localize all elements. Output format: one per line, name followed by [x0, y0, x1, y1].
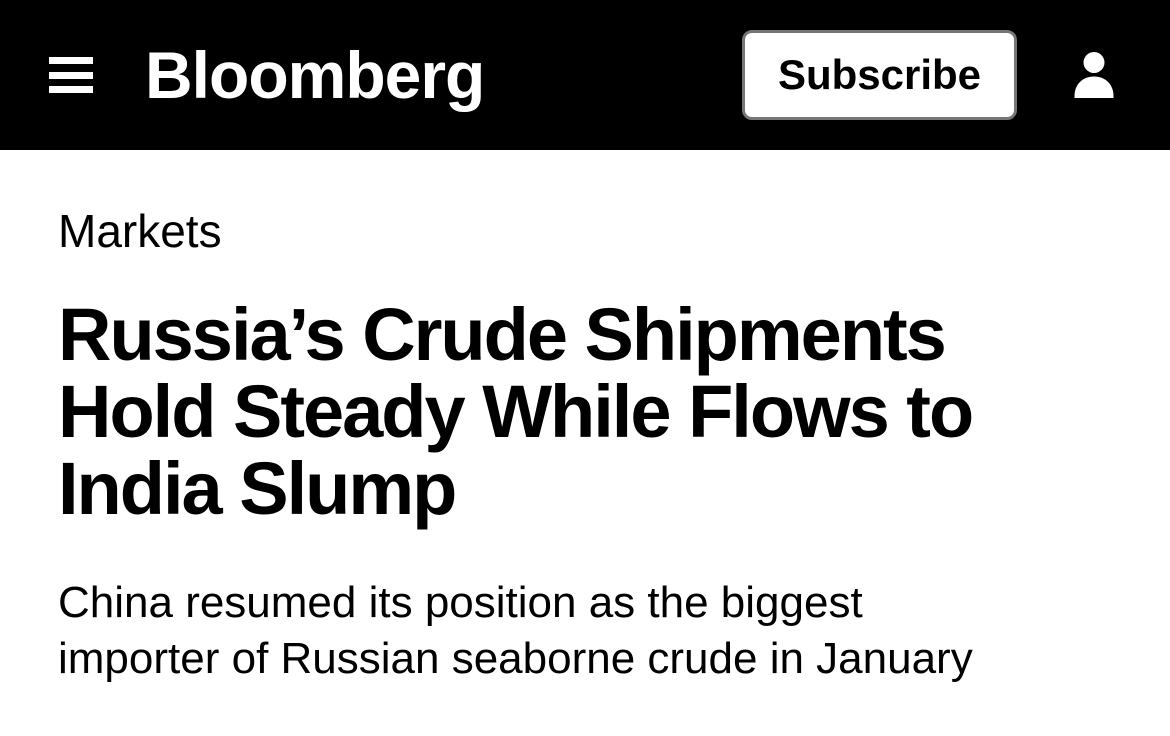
top-navigation-bar: Bloomberg Subscribe: [0, 0, 1170, 150]
article-dek: China resumed its position as the bigges…: [58, 575, 1130, 687]
person-icon: [1074, 52, 1114, 98]
headline-line-1: Russia’s Crude Shipments: [58, 293, 947, 376]
bloomberg-logo[interactable]: Bloomberg: [145, 38, 485, 112]
article-headline: Russia’s Crude Shipments Hold Steady Whi…: [58, 296, 1130, 527]
hamburger-menu-button[interactable]: [49, 57, 93, 93]
account-button[interactable]: [1072, 52, 1116, 98]
headline-line-3: India Slump: [58, 447, 457, 530]
hamburger-menu-icon: [49, 57, 93, 64]
headline-line-2: Hold Steady While Flows to: [58, 370, 974, 453]
subscribe-button[interactable]: Subscribe: [742, 30, 1017, 120]
dek-line-1: China resumed its position as the bigges…: [58, 578, 863, 627]
category-link-markets[interactable]: Markets: [58, 205, 222, 257]
dek-line-2: importer of Russian seaborne crude in Ja…: [58, 634, 973, 683]
article-hero: Markets Russia’s Crude Shipments Hold St…: [0, 150, 1170, 687]
